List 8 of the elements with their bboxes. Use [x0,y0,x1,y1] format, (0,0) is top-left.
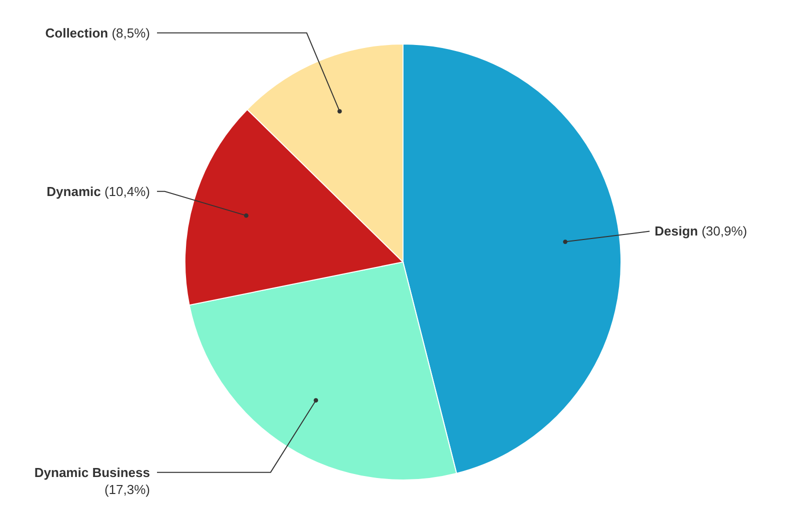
data-label: (10,4%) [100,184,150,199]
data-label: (8,5%) [108,25,150,40]
data-label: (17,3%) [104,482,150,497]
data-label: (30,9%) [698,224,748,239]
slice-label: Dynamic Business [34,464,150,480]
slice-label: Dynamic [46,184,101,199]
slice-label: Collection [45,25,108,40]
slice-label: Design [654,224,698,239]
